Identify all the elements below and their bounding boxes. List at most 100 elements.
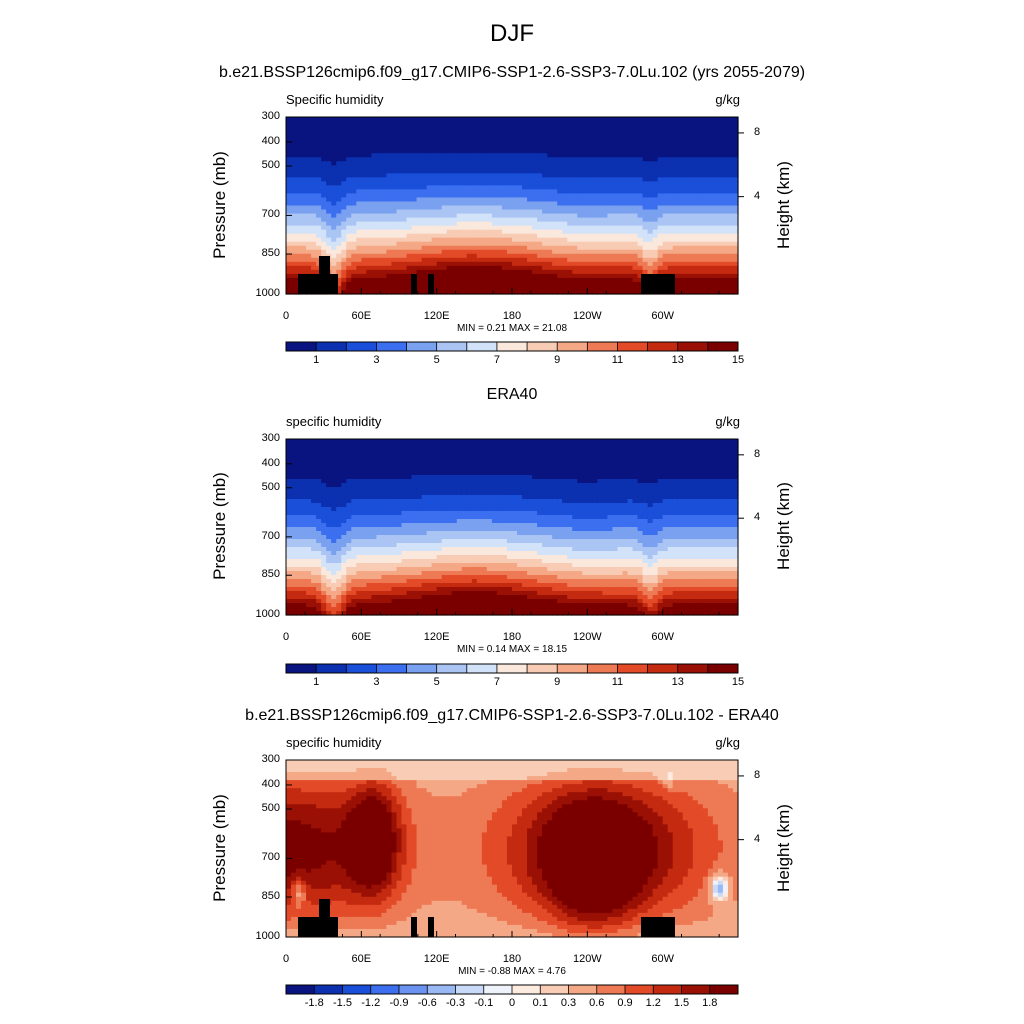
field-cell — [336, 273, 342, 279]
field-cell — [697, 145, 704, 150]
field-cell — [306, 551, 312, 556]
field-cell — [542, 257, 548, 263]
field-cell — [316, 507, 322, 512]
field-cell — [687, 257, 694, 263]
field-cell — [406, 201, 413, 207]
field-cell — [331, 559, 337, 564]
field-cell — [637, 213, 644, 219]
field-cell — [707, 257, 714, 263]
field-cell — [291, 225, 297, 231]
field-cell — [527, 197, 533, 203]
field-cell — [391, 265, 398, 271]
field-cell — [391, 129, 398, 134]
field-cell — [391, 559, 398, 564]
field-cell — [537, 201, 543, 207]
field-cell — [381, 491, 388, 496]
field-cell — [306, 603, 312, 608]
field-cell — [286, 507, 292, 512]
field-cell — [431, 253, 438, 259]
field-cell — [296, 455, 302, 460]
field-cell — [632, 213, 639, 219]
field-cell — [466, 185, 473, 191]
field-cell — [647, 257, 654, 263]
field-cell — [321, 233, 327, 239]
field-cell — [381, 265, 388, 271]
field-cell — [301, 249, 307, 255]
field-cell — [637, 129, 644, 134]
field-cell — [301, 443, 307, 448]
field-cell — [446, 233, 453, 239]
field-cell — [296, 121, 302, 126]
field-cell — [562, 221, 568, 227]
field-cell — [506, 241, 513, 247]
field-cell — [642, 117, 649, 122]
field-cell — [286, 153, 292, 158]
field-cell — [622, 277, 629, 283]
field-cell — [301, 591, 307, 596]
field-cell — [346, 233, 352, 239]
field-cell — [376, 129, 383, 134]
field-cell — [341, 133, 347, 138]
field-cell — [542, 281, 548, 287]
field-cell — [431, 277, 438, 283]
field-cell — [291, 233, 297, 239]
field-cell — [316, 439, 322, 444]
field-cell — [552, 177, 558, 182]
field-cell — [371, 197, 377, 203]
field-cell — [386, 169, 393, 174]
field-cell — [346, 559, 352, 564]
field-cell — [707, 141, 714, 146]
field-cell — [627, 193, 634, 199]
field-cell — [692, 213, 699, 219]
field-cell — [496, 197, 503, 203]
field-cell — [391, 459, 398, 464]
field-cell — [612, 249, 619, 255]
field-cell — [522, 161, 528, 166]
field-cell — [697, 153, 704, 158]
field-cell — [381, 555, 388, 560]
field-cell — [732, 185, 739, 191]
field-cell — [567, 197, 573, 203]
field-cell — [456, 289, 463, 295]
field-cell — [567, 229, 573, 235]
field-cell — [627, 281, 634, 287]
field-cell — [607, 233, 614, 239]
field-cell — [476, 189, 483, 195]
field-cell — [632, 141, 639, 146]
field-cell — [632, 289, 639, 295]
field-cell — [306, 149, 312, 154]
field-cell — [642, 177, 649, 182]
field-cell — [517, 149, 523, 154]
field-cell — [667, 137, 674, 142]
field-cell — [647, 197, 654, 203]
field-cell — [682, 209, 689, 215]
field-cell — [471, 237, 478, 243]
field-cell — [682, 265, 689, 271]
field-cell — [592, 253, 598, 259]
field-cell — [677, 157, 684, 162]
field-cell — [321, 241, 327, 247]
field-cell — [697, 221, 704, 227]
field-cell — [391, 141, 398, 146]
field-cell — [391, 479, 398, 484]
field-cell — [622, 233, 629, 239]
field-cell — [562, 177, 568, 182]
field-cell — [712, 213, 719, 219]
field-cell — [532, 161, 538, 166]
field-cell — [366, 451, 372, 456]
field-cell — [491, 269, 498, 275]
field-cell — [632, 157, 639, 162]
field-cell — [346, 217, 352, 223]
field-cell — [291, 591, 297, 596]
field-cell — [517, 261, 523, 267]
field-cell — [642, 241, 649, 247]
field-cell — [311, 463, 317, 468]
field-cell — [431, 189, 438, 195]
field-cell — [386, 555, 393, 560]
field-cell — [316, 169, 322, 174]
field-cell — [692, 265, 699, 271]
field-cell — [351, 137, 357, 142]
field-cell — [717, 269, 724, 275]
field-cell — [532, 209, 538, 215]
field-cell — [692, 285, 699, 291]
